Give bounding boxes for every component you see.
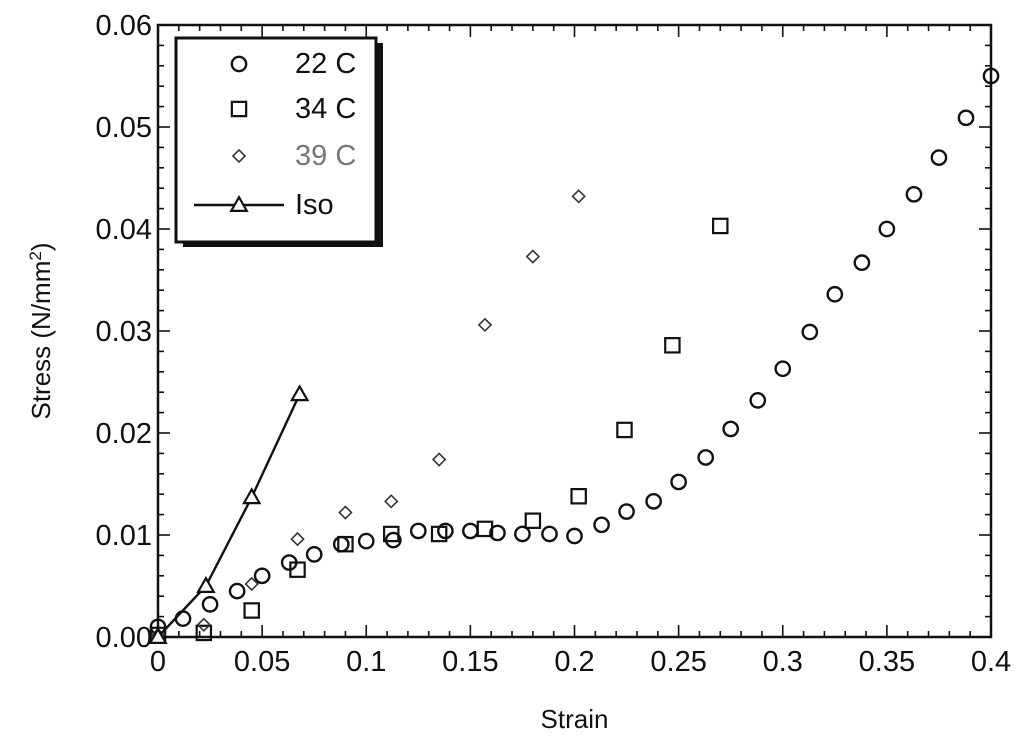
series-iso <box>148 384 310 644</box>
data-point <box>462 522 479 540</box>
legend-marker <box>229 194 249 212</box>
data-point <box>664 337 681 354</box>
y-tick-label: 0.00 <box>96 622 152 654</box>
data-point <box>290 531 305 547</box>
data-point <box>566 527 583 545</box>
x-axis-title: Strain <box>541 704 609 734</box>
x-tick-label: 0.15 <box>442 646 498 678</box>
y-tick-label: 0.01 <box>96 520 152 552</box>
data-point <box>853 254 871 272</box>
data-point <box>826 285 844 303</box>
data-point <box>384 494 399 509</box>
data-point <box>593 516 610 534</box>
data-point <box>148 626 168 644</box>
y-tick-label: 0.02 <box>96 418 152 450</box>
data-point <box>712 217 729 235</box>
y-tick-label: 0.06 <box>96 10 152 42</box>
data-point <box>409 522 427 540</box>
data-point <box>697 449 715 466</box>
data-point <box>774 360 792 378</box>
data-point <box>618 503 635 520</box>
legend-marker <box>231 148 247 164</box>
legend-label: 34 C <box>295 93 356 125</box>
legend-label: 22 C <box>295 48 356 80</box>
data-point <box>332 535 350 553</box>
x-tick-label: 0.3 <box>763 646 803 678</box>
data-point <box>982 67 1000 85</box>
data-point <box>243 602 260 619</box>
data-point <box>244 576 259 592</box>
legend-label: 39 C <box>295 140 356 172</box>
x-tick-label: 0.35 <box>859 646 915 678</box>
y-axis-title-close: ) <box>26 242 56 251</box>
data-point <box>878 220 896 238</box>
data-point <box>431 452 447 467</box>
x-tick-label: 0.1 <box>346 646 386 678</box>
data-point <box>525 249 541 264</box>
data-point <box>196 617 211 632</box>
data-point <box>571 189 586 204</box>
x-tick-label: 0.25 <box>650 646 706 678</box>
y-tick-label: 0.03 <box>96 316 152 348</box>
y-tick-label: 0.04 <box>96 214 152 246</box>
data-series <box>148 67 1000 644</box>
data-point <box>201 596 219 613</box>
data-point <box>514 525 531 543</box>
data-point <box>174 610 192 627</box>
data-point <box>489 524 506 542</box>
legend-marker <box>230 55 248 73</box>
data-point <box>957 109 975 127</box>
series-34-c <box>149 217 729 644</box>
y-tick-label: 0.05 <box>96 112 152 144</box>
data-point <box>289 561 306 578</box>
y-axis-title-main: Stress (N/mm <box>26 261 56 420</box>
legend-label: Iso <box>295 189 334 221</box>
data-point <box>570 487 587 505</box>
series-22-c <box>149 67 1000 636</box>
data-point <box>382 525 400 543</box>
data-point <box>337 535 354 553</box>
legend-box <box>174 36 378 244</box>
data-point <box>930 149 948 166</box>
data-point <box>477 317 493 333</box>
data-point <box>524 512 542 529</box>
data-point <box>338 505 353 520</box>
data-point <box>289 384 310 402</box>
data-point <box>541 525 558 543</box>
data-point <box>228 582 246 600</box>
data-point <box>670 473 687 491</box>
data-point <box>616 421 633 439</box>
data-point <box>242 487 262 505</box>
data-point <box>195 624 213 642</box>
data-point <box>476 520 494 538</box>
data-point <box>722 420 740 438</box>
data-point <box>430 525 448 543</box>
y-axis-title: Stress (N/mm2) <box>26 242 57 419</box>
data-point <box>645 492 662 510</box>
data-point <box>253 567 271 585</box>
data-point <box>905 185 923 203</box>
y-axis-title-sup: 2 <box>26 251 45 260</box>
series-39-c <box>150 189 586 643</box>
legend-marker <box>230 100 248 118</box>
x-tick-label: 0.2 <box>554 646 594 678</box>
x-tick-label: 0 <box>150 646 166 678</box>
data-point <box>196 575 216 593</box>
x-tick-label: 0.4 <box>971 646 1011 678</box>
legend: 22 C 34 C 39 C Iso <box>174 36 383 247</box>
data-point <box>749 392 767 409</box>
x-tick-label: 0.05 <box>234 646 290 678</box>
axes: 0 0.05 0.1 0.15 0.2 0.25 0.3 0.35 0.4 0.00 0.01 0.0… <box>96 10 1012 678</box>
data-point <box>357 532 375 550</box>
data-point <box>801 323 819 341</box>
data-point <box>305 546 323 563</box>
series-line <box>157 393 301 638</box>
